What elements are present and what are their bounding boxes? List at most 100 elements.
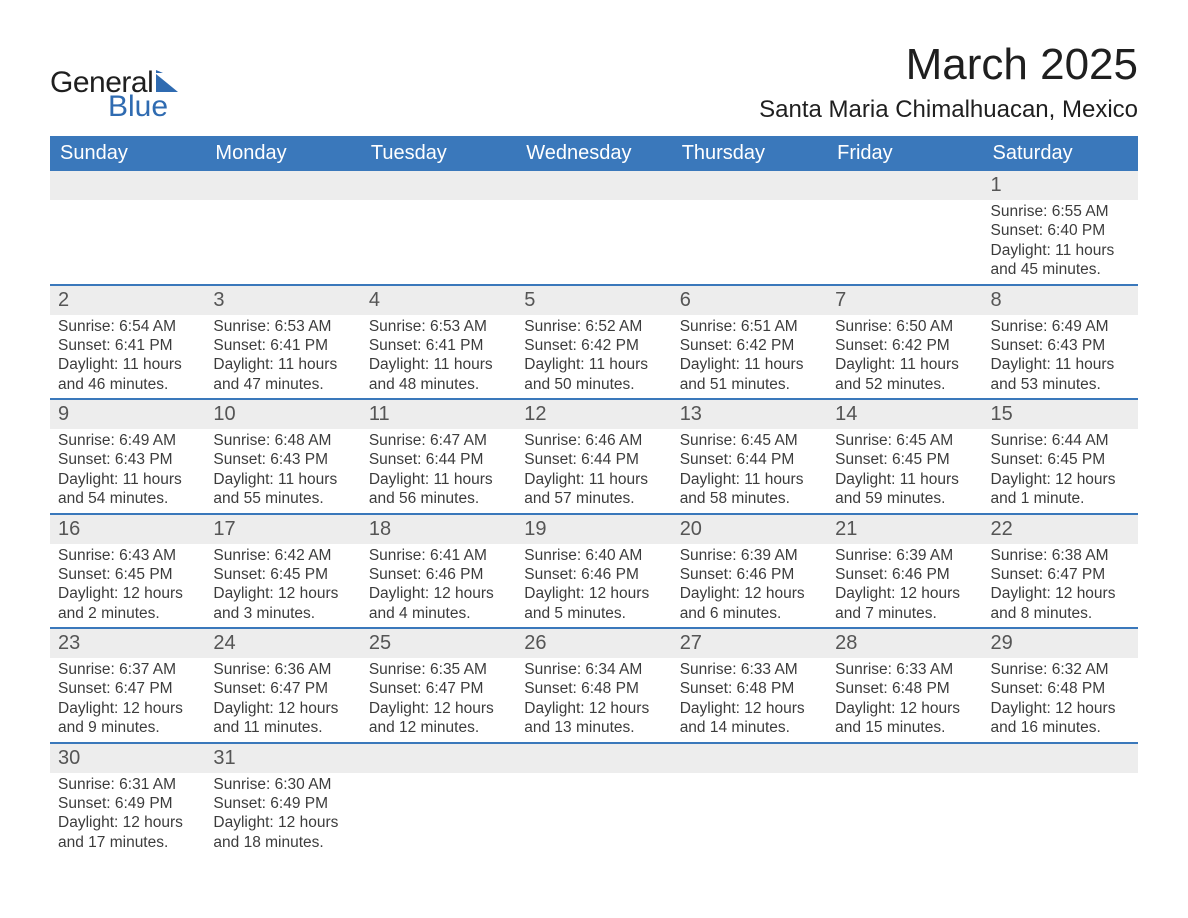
sun-times: Sunrise: 6:44 AMSunset: 6:45 PMDaylight:… — [983, 429, 1138, 513]
sun-times: Sunrise: 6:33 AMSunset: 6:48 PMDaylight:… — [672, 658, 827, 742]
day-cell-details: Sunrise: 6:55 AMSunset: 6:40 PMDaylight:… — [983, 200, 1138, 285]
day-cell-number: 4 — [361, 285, 516, 315]
header-row: Sunday Monday Tuesday Wednesday Thursday… — [50, 136, 1138, 171]
day-cell-number — [672, 743, 827, 773]
day-cell-details: Sunrise: 6:39 AMSunset: 6:46 PMDaylight:… — [672, 544, 827, 629]
sun-times: Sunrise: 6:54 AMSunset: 6:41 PMDaylight:… — [50, 315, 205, 399]
day-cell-number: 28 — [827, 628, 982, 658]
day-number: 12 — [516, 400, 671, 429]
location-name: Santa Maria Chimalhuacan, Mexico — [759, 96, 1138, 124]
day-cell-number: 20 — [672, 514, 827, 544]
day-number: 13 — [672, 400, 827, 429]
col-header: Thursday — [672, 136, 827, 171]
day-cell-details: Sunrise: 6:33 AMSunset: 6:48 PMDaylight:… — [827, 658, 982, 743]
day-cell-number — [827, 171, 982, 200]
day-number: 2 — [50, 286, 205, 315]
col-header: Monday — [205, 136, 360, 171]
sun-times: Sunrise: 6:40 AMSunset: 6:46 PMDaylight:… — [516, 544, 671, 628]
day-number: 20 — [672, 515, 827, 544]
day-number: 19 — [516, 515, 671, 544]
day-cell-number: 29 — [983, 628, 1138, 658]
day-number: 21 — [827, 515, 982, 544]
day-cell-number: 21 — [827, 514, 982, 544]
day-number: 24 — [205, 629, 360, 658]
day-cell-details: Sunrise: 6:36 AMSunset: 6:47 PMDaylight:… — [205, 658, 360, 743]
day-cell-details: Sunrise: 6:49 AMSunset: 6:43 PMDaylight:… — [50, 429, 205, 514]
sun-times: Sunrise: 6:48 AMSunset: 6:43 PMDaylight:… — [205, 429, 360, 513]
day-cell-details: Sunrise: 6:35 AMSunset: 6:47 PMDaylight:… — [361, 658, 516, 743]
day-number: 4 — [361, 286, 516, 315]
day-cell-number — [983, 743, 1138, 773]
day-cell-details: Sunrise: 6:39 AMSunset: 6:46 PMDaylight:… — [827, 544, 982, 629]
day-cell-number: 14 — [827, 399, 982, 429]
day-cell-details — [361, 200, 516, 285]
day-number: 15 — [983, 400, 1138, 429]
day-number: 5 — [516, 286, 671, 315]
day-cell-number: 5 — [516, 285, 671, 315]
day-cell-details: Sunrise: 6:52 AMSunset: 6:42 PMDaylight:… — [516, 315, 671, 400]
col-header: Saturday — [983, 136, 1138, 171]
details-row: Sunrise: 6:31 AMSunset: 6:49 PMDaylight:… — [50, 773, 1138, 857]
day-cell-details: Sunrise: 6:32 AMSunset: 6:48 PMDaylight:… — [983, 658, 1138, 743]
day-cell-number — [361, 171, 516, 200]
day-cell-number: 1 — [983, 171, 1138, 200]
day-cell-number: 11 — [361, 399, 516, 429]
day-cell-number — [672, 171, 827, 200]
sun-times: Sunrise: 6:37 AMSunset: 6:47 PMDaylight:… — [50, 658, 205, 742]
sun-times: Sunrise: 6:41 AMSunset: 6:46 PMDaylight:… — [361, 544, 516, 628]
day-cell-details — [672, 773, 827, 857]
details-row: Sunrise: 6:37 AMSunset: 6:47 PMDaylight:… — [50, 658, 1138, 743]
day-cell-number — [205, 171, 360, 200]
sun-times: Sunrise: 6:39 AMSunset: 6:46 PMDaylight:… — [827, 544, 982, 628]
day-cell-details: Sunrise: 6:34 AMSunset: 6:48 PMDaylight:… — [516, 658, 671, 743]
day-cell-details: Sunrise: 6:31 AMSunset: 6:49 PMDaylight:… — [50, 773, 205, 857]
day-cell-number — [516, 171, 671, 200]
day-number: 6 — [672, 286, 827, 315]
sun-times: Sunrise: 6:42 AMSunset: 6:45 PMDaylight:… — [205, 544, 360, 628]
day-cell-number: 2 — [50, 285, 205, 315]
day-cell-number: 19 — [516, 514, 671, 544]
day-number: 31 — [205, 744, 360, 773]
day-number: 28 — [827, 629, 982, 658]
day-cell-number: 27 — [672, 628, 827, 658]
sun-times: Sunrise: 6:51 AMSunset: 6:42 PMDaylight:… — [672, 315, 827, 399]
day-cell-details: Sunrise: 6:53 AMSunset: 6:41 PMDaylight:… — [205, 315, 360, 400]
day-number: 27 — [672, 629, 827, 658]
day-cell-details: Sunrise: 6:38 AMSunset: 6:47 PMDaylight:… — [983, 544, 1138, 629]
day-cell-number: 17 — [205, 514, 360, 544]
page-title: March 2025 — [759, 40, 1138, 90]
day-cell-number: 8 — [983, 285, 1138, 315]
sun-times: Sunrise: 6:43 AMSunset: 6:45 PMDaylight:… — [50, 544, 205, 628]
day-cell-details: Sunrise: 6:43 AMSunset: 6:45 PMDaylight:… — [50, 544, 205, 629]
day-number: 14 — [827, 400, 982, 429]
day-cell-details: Sunrise: 6:49 AMSunset: 6:43 PMDaylight:… — [983, 315, 1138, 400]
day-number: 25 — [361, 629, 516, 658]
day-cell-number: 10 — [205, 399, 360, 429]
day-cell-number: 23 — [50, 628, 205, 658]
day-cell-number: 18 — [361, 514, 516, 544]
day-cell-details: Sunrise: 6:41 AMSunset: 6:46 PMDaylight:… — [361, 544, 516, 629]
sun-times: Sunrise: 6:50 AMSunset: 6:42 PMDaylight:… — [827, 315, 982, 399]
daynum-row: 9101112131415 — [50, 399, 1138, 429]
day-number: 3 — [205, 286, 360, 315]
day-cell-number — [361, 743, 516, 773]
day-cell-details: Sunrise: 6:30 AMSunset: 6:49 PMDaylight:… — [205, 773, 360, 857]
day-cell-number: 13 — [672, 399, 827, 429]
day-cell-details: Sunrise: 6:40 AMSunset: 6:46 PMDaylight:… — [516, 544, 671, 629]
day-number: 10 — [205, 400, 360, 429]
day-cell-details: Sunrise: 6:45 AMSunset: 6:44 PMDaylight:… — [672, 429, 827, 514]
day-number: 9 — [50, 400, 205, 429]
day-cell-number: 31 — [205, 743, 360, 773]
sun-times: Sunrise: 6:49 AMSunset: 6:43 PMDaylight:… — [983, 315, 1138, 399]
daynum-row: 1 — [50, 171, 1138, 200]
sun-times: Sunrise: 6:55 AMSunset: 6:40 PMDaylight:… — [983, 200, 1138, 284]
day-cell-number: 26 — [516, 628, 671, 658]
day-cell-details: Sunrise: 6:37 AMSunset: 6:47 PMDaylight:… — [50, 658, 205, 743]
day-number: 18 — [361, 515, 516, 544]
day-cell-number: 24 — [205, 628, 360, 658]
daynum-row: 23242526272829 — [50, 628, 1138, 658]
sun-times: Sunrise: 6:38 AMSunset: 6:47 PMDaylight:… — [983, 544, 1138, 628]
sun-times: Sunrise: 6:45 AMSunset: 6:44 PMDaylight:… — [672, 429, 827, 513]
day-cell-number: 30 — [50, 743, 205, 773]
day-cell-details: Sunrise: 6:51 AMSunset: 6:42 PMDaylight:… — [672, 315, 827, 400]
